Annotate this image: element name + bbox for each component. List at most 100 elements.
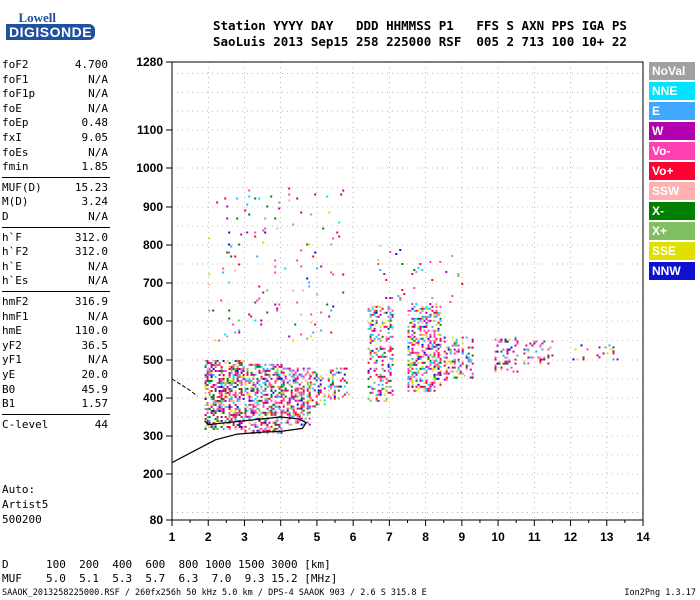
echo-point <box>296 367 299 370</box>
echo-point <box>433 373 436 376</box>
muf-values: 5.0 5.1 5.3 5.7 6.3 7.0 9.3 15.2 [MHz] <box>46 572 338 585</box>
echo-point <box>238 360 241 362</box>
echo-point <box>433 365 436 368</box>
echo-point <box>288 417 291 420</box>
echo-point <box>379 305 382 308</box>
echo-point <box>300 265 303 268</box>
echo-point <box>435 357 438 360</box>
echo-point <box>228 380 231 382</box>
echo-point <box>421 309 424 312</box>
echo-point <box>274 421 277 424</box>
echo-point <box>242 370 245 372</box>
auto-label: Auto: <box>2 483 36 496</box>
echo-point <box>389 325 392 328</box>
echo-point <box>399 299 402 301</box>
echo-point <box>423 361 426 364</box>
echo-point <box>264 383 267 386</box>
echo-point <box>391 297 394 299</box>
echo-point <box>248 379 251 382</box>
echo-point <box>453 352 456 355</box>
echo-point <box>429 333 432 336</box>
echo-point <box>389 307 392 310</box>
echo-point <box>377 355 380 358</box>
echo-point <box>268 421 271 424</box>
echo-point <box>264 371 267 374</box>
echo-point <box>208 283 211 286</box>
echo-point <box>498 340 501 343</box>
echo-point <box>282 409 285 412</box>
echo-point <box>455 370 458 373</box>
echo-point <box>264 387 267 390</box>
echo-point <box>437 327 440 330</box>
echo-point <box>383 321 386 324</box>
echo-point <box>302 401 305 404</box>
echo-point <box>439 361 442 364</box>
echo-point <box>290 395 293 398</box>
echo-point <box>300 397 303 400</box>
param-value: 9.05 <box>81 131 109 144</box>
echo-point <box>246 379 249 382</box>
echo-point <box>224 384 227 386</box>
echo-point <box>504 360 507 363</box>
echo-point <box>429 361 432 364</box>
echo-point <box>516 342 519 345</box>
echo-point <box>326 195 329 198</box>
echo-point <box>445 356 448 359</box>
echo-point <box>367 361 370 364</box>
echo-point <box>214 404 217 406</box>
echo-point <box>220 372 223 374</box>
echo-point <box>453 348 456 351</box>
echo-point <box>461 350 464 353</box>
echo-point <box>377 349 380 352</box>
echo-point <box>230 396 233 398</box>
echo-point <box>286 411 289 414</box>
echo-point <box>323 395 326 398</box>
echo-point <box>252 403 255 406</box>
echo-point <box>369 351 372 354</box>
echo-point <box>309 381 312 384</box>
echo-point <box>274 403 277 406</box>
echo-point <box>282 397 285 400</box>
echo-point <box>425 335 428 338</box>
param-row: hmF2 316.9 <box>2 295 108 309</box>
echo-point <box>435 377 438 380</box>
echo-point <box>383 399 386 402</box>
echo-point <box>206 418 209 420</box>
echo-point <box>234 255 237 258</box>
echo-point <box>218 390 221 392</box>
param-name: h`E <box>2 259 22 273</box>
echo-point <box>276 377 279 380</box>
echo-point <box>309 385 312 388</box>
echo-point <box>294 393 297 396</box>
echo-point <box>266 399 269 402</box>
echo-point <box>264 377 267 380</box>
echo-point <box>409 351 412 354</box>
echo-point <box>385 397 388 400</box>
echo-point <box>238 388 241 390</box>
param-value: 3.24 <box>81 195 109 209</box>
echo-point <box>284 387 287 390</box>
echo-point <box>258 429 261 432</box>
echo-point <box>274 413 277 416</box>
echo-point <box>222 400 225 402</box>
echo-point <box>208 237 211 240</box>
echo-point <box>437 365 440 368</box>
echo-point <box>242 378 245 380</box>
echo-point <box>445 378 448 381</box>
echo-point <box>427 339 430 342</box>
echo-point <box>264 411 267 414</box>
echo-point <box>391 393 394 396</box>
echo-point <box>228 231 231 234</box>
echo-point <box>246 405 249 408</box>
echo-point <box>508 338 511 341</box>
echo-point <box>427 337 430 340</box>
echo-point <box>226 380 229 382</box>
trace-lines <box>171 378 307 464</box>
echo-point <box>204 414 207 416</box>
echo-point <box>576 358 579 361</box>
echo-point <box>445 368 448 371</box>
echo-point <box>264 423 267 426</box>
echo-point <box>254 373 257 376</box>
echo-point <box>204 404 207 406</box>
echo-point <box>423 385 426 388</box>
